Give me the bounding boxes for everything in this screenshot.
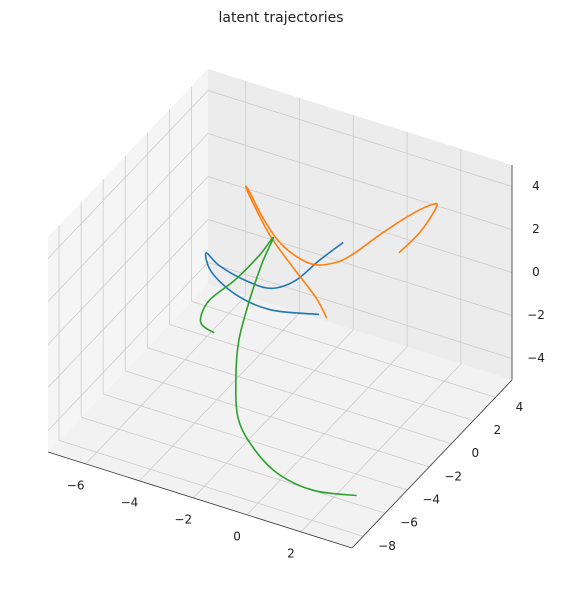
grid-line xyxy=(169,324,474,421)
grid-line xyxy=(207,90,513,187)
grid-line xyxy=(47,133,209,302)
z-tick-label: 4 xyxy=(532,179,540,193)
y-tick-label: −6 xyxy=(400,516,418,530)
grid-line xyxy=(47,219,209,388)
grid-line xyxy=(207,133,513,230)
y-tick-label: −4 xyxy=(422,493,440,507)
grid-line xyxy=(246,346,408,516)
x-tick-label: −2 xyxy=(174,512,192,526)
grid-line xyxy=(139,312,300,482)
grid-line xyxy=(80,416,386,514)
grid-line xyxy=(58,440,364,537)
trajectory-line xyxy=(199,236,357,497)
x-tick-label: −4 xyxy=(121,495,139,509)
grid-line xyxy=(47,262,209,431)
y-tick-label: −8 xyxy=(378,539,396,553)
grid-line xyxy=(207,262,513,359)
x-tick-label: −6 xyxy=(67,478,85,492)
axis-line xyxy=(351,379,513,549)
grid-line xyxy=(147,347,452,445)
axis-line xyxy=(47,451,353,549)
grid-line xyxy=(207,219,513,316)
chart-title: latent trajectories xyxy=(218,10,343,26)
z-tick-label: 2 xyxy=(532,222,540,236)
y-tick-label: 4 xyxy=(516,400,524,414)
pane-floor xyxy=(48,284,512,548)
grid-line xyxy=(191,300,496,398)
grid-line xyxy=(47,90,209,259)
z-tick-label: 0 xyxy=(532,265,540,279)
y-tick-label: −2 xyxy=(444,469,462,483)
y-tick-label: 0 xyxy=(471,446,479,460)
grid-line xyxy=(125,370,430,468)
trajectory-line xyxy=(204,241,344,316)
grid-line xyxy=(300,363,462,533)
grid-line xyxy=(192,329,354,499)
grid-line xyxy=(207,176,513,273)
y-tick-label: 2 xyxy=(494,423,502,437)
z-tick-label: −2 xyxy=(527,308,545,322)
grid-line xyxy=(47,176,209,345)
grid-line xyxy=(103,393,408,491)
x-tick-label: 0 xyxy=(233,529,241,543)
z-tick-label: −4 xyxy=(527,351,545,365)
grid-line xyxy=(85,295,246,465)
x-tick-label: 2 xyxy=(287,546,295,560)
